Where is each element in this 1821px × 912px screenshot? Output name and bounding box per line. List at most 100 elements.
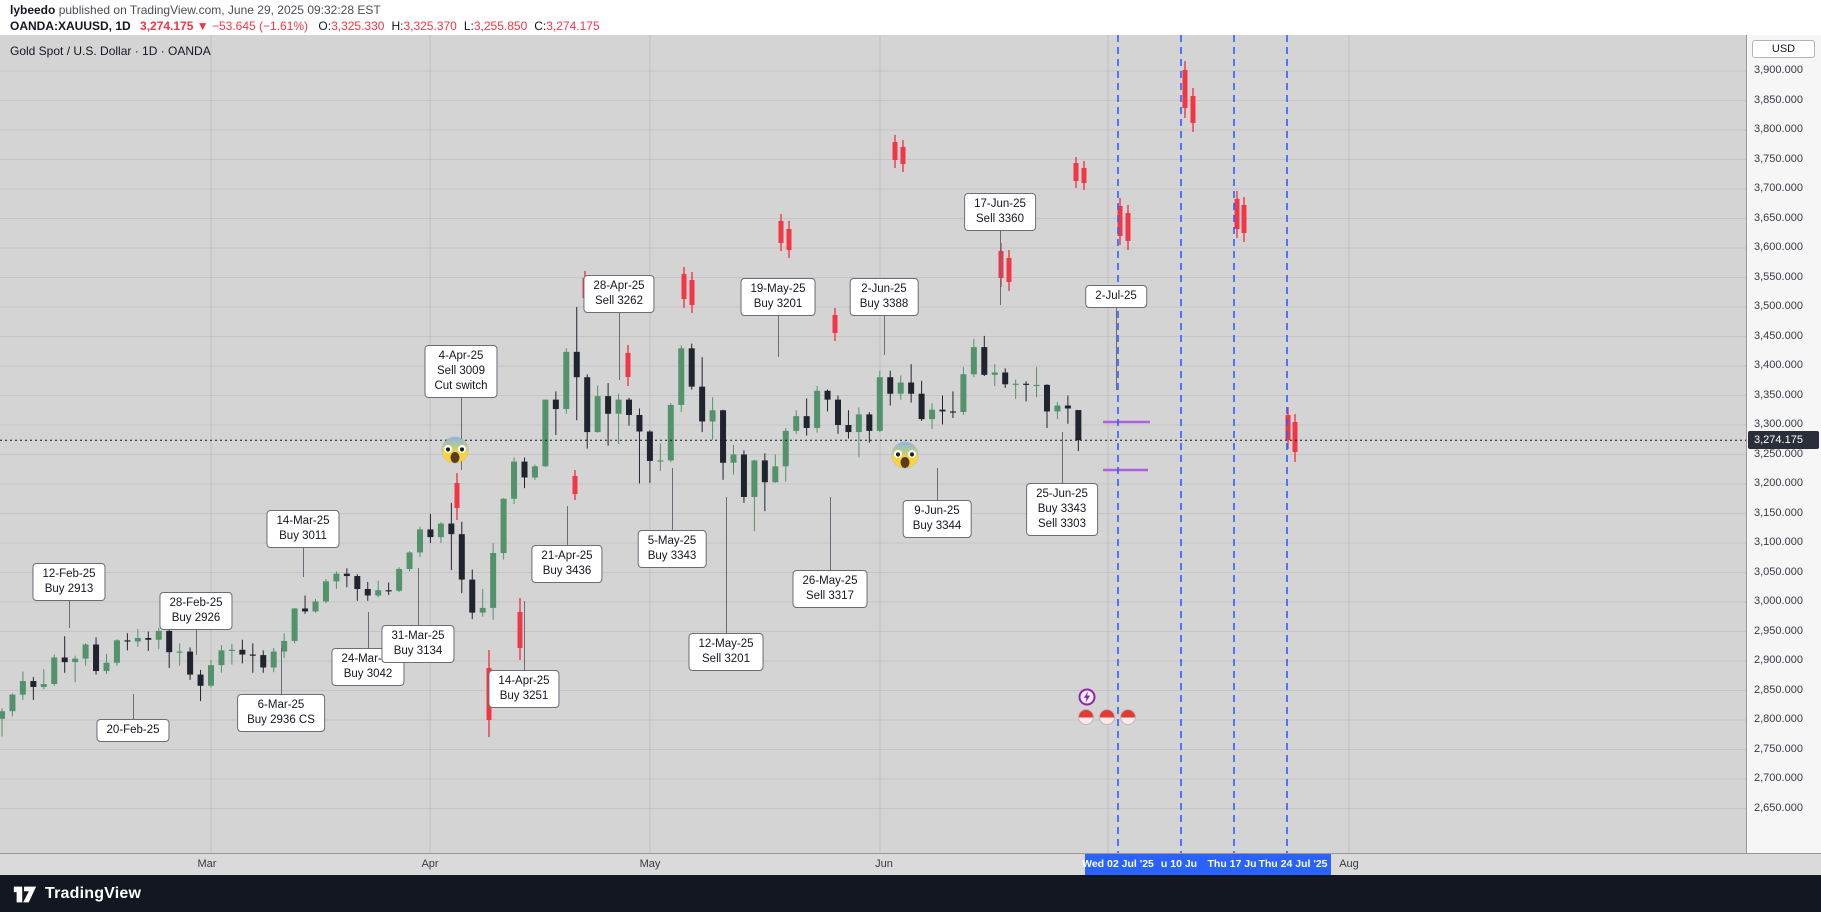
candle-body <box>458 534 465 580</box>
candle-body <box>803 416 810 428</box>
annotation-connector <box>937 468 938 500</box>
trade-annotation-text: Buy 2926 <box>171 612 221 624</box>
trade-annotation[interactable]: 4-Apr-25 Sell 3009 Cut switch <box>424 345 498 398</box>
candle-body <box>187 651 194 675</box>
trade-annotation-text: 9-Jun-25 <box>914 505 960 517</box>
trade-annotation[interactable]: 21-Apr-25 Buy 3436 <box>531 545 603 583</box>
event-marker-icon[interactable] <box>1078 709 1094 725</box>
trade-annotation[interactable]: 19-May-25 Buy 3201 <box>740 278 816 316</box>
candle-body <box>740 454 747 497</box>
price-axis-label: 3,300.000 <box>1754 418 1803 430</box>
tradingview-brand-text[interactable]: TradingView <box>45 884 142 902</box>
candle-body <box>479 607 486 613</box>
ohlc-value: 3,255.850 <box>473 19 528 33</box>
candle-body <box>552 399 559 410</box>
scream-emoji-sticker[interactable] <box>892 442 918 468</box>
projected-candle-body <box>1292 422 1298 452</box>
time-axis-month-label: Apr <box>421 858 439 870</box>
trade-annotation-text: 12-Feb-25 <box>42 568 96 580</box>
candle-body <box>876 377 883 431</box>
trade-annotation-text: Buy 3388 <box>859 298 909 310</box>
annotation-connector <box>567 506 568 545</box>
annotation-connector <box>69 601 70 628</box>
trade-annotation[interactable]: 5-May-25 Buy 3343 <box>637 530 707 568</box>
event-marker-icon[interactable] <box>1099 709 1115 725</box>
trade-annotation[interactable]: 14-Mar-25 Buy 3011 <box>266 510 340 548</box>
trade-annotation[interactable]: 28-Apr-25 Sell 3262 <box>583 275 655 313</box>
candle-body <box>511 461 518 499</box>
candle-body <box>312 601 319 612</box>
candle-body <box>30 681 37 687</box>
trade-annotation[interactable]: 12-May-25 Sell 3201 <box>688 633 764 671</box>
candle-body <box>51 657 58 685</box>
ohlc-value: 3,274.175 <box>546 19 600 33</box>
projected-candle-body <box>689 280 695 305</box>
candle-body <box>761 460 768 483</box>
time-axis-month-label: Jun <box>875 858 893 870</box>
tradingview-logo-icon[interactable] <box>12 883 38 905</box>
candle-body <box>134 637 141 642</box>
projected-candle-body <box>517 612 523 648</box>
candle-body <box>385 590 392 592</box>
price-axis[interactable]: USD 3,274.175 3,900.000 3,850.000 3,800.00… <box>1746 35 1821 853</box>
economic-event-lightning-icon[interactable] <box>1078 688 1096 706</box>
ohlc-values: O:3,325.330 H:3,325.370 L:3,255.850 C:3,274… <box>311 19 599 33</box>
trade-annotation[interactable]: 12-Feb-25 Buy 2913 <box>32 563 106 601</box>
trade-annotation[interactable]: 14-Apr-25 Buy 3251 <box>488 670 560 708</box>
price-axis-label: 3,500.000 <box>1754 300 1803 312</box>
publish-info: lybeedo published on TradingView.com, Ju… <box>10 3 381 17</box>
scream-emoji-sticker[interactable] <box>442 437 468 463</box>
price-axis-label: 2,950.000 <box>1754 624 1803 637</box>
price-axis-label: 3,100.000 <box>1754 536 1803 548</box>
ohlc-value: 3,325.370 <box>403 19 457 33</box>
time-axis[interactable]: Wed 02 Jul '25 u 10 Ju Thu 17 Ju Thu 24 Jul… <box>0 853 1821 875</box>
trade-annotation-text: 14-Apr-25 <box>498 675 550 687</box>
candle-body <box>197 674 204 686</box>
author-name: lybeedo <box>10 3 56 17</box>
trade-annotation[interactable]: 20-Feb-25 <box>96 719 170 742</box>
trade-annotation-text: 31-Mar-25 <box>391 630 445 642</box>
price-change: ▼ −53.645 (−1.61%) <box>196 19 309 33</box>
trade-annotation[interactable]: 9-Jun-25 Buy 3344 <box>902 500 972 538</box>
projected-candle-body <box>1081 168 1087 183</box>
trade-annotation[interactable]: 2-Jun-25 Buy 3388 <box>849 278 919 316</box>
candle-body <box>594 396 601 433</box>
price-axis-label: 3,850.000 <box>1754 93 1803 106</box>
candle-body <box>333 573 340 582</box>
trade-annotation[interactable]: 6-Mar-25 Buy 2936 CS <box>237 694 325 732</box>
trade-annotation[interactable]: 28-Feb-25 Buy 2926 <box>159 592 233 630</box>
trade-annotation-text: 25-Jun-25 <box>1036 488 1088 500</box>
price-axis-label: 3,900.000 <box>1754 64 1803 76</box>
projected-candle-body <box>778 221 784 243</box>
time-axis-month-label: May <box>639 858 661 870</box>
candle-body <box>354 576 361 590</box>
highlighted-date-range: Wed 02 Jul '25 u 10 Ju Thu 17 Ju Thu 24 Jul… <box>1082 854 1331 875</box>
candle-body <box>970 347 977 375</box>
candle-body <box>542 399 549 467</box>
candle-body <box>1054 405 1061 412</box>
projected-candle-body <box>786 229 792 250</box>
candle-body <box>793 416 800 431</box>
candle-body <box>93 644 100 672</box>
candle-body <box>835 399 841 425</box>
event-marker-icon[interactable] <box>1120 709 1136 725</box>
price-axis-label: 3,400.000 <box>1754 359 1803 371</box>
trade-annotation-text: Buy 3251 <box>499 690 549 702</box>
candle-body <box>991 372 998 375</box>
projected-candle-body <box>1241 205 1247 233</box>
time-axis-month-label: Mar <box>197 858 217 870</box>
candlestick-plot[interactable] <box>0 35 1746 853</box>
trade-annotation[interactable]: 2-Jul-25 <box>1085 285 1147 308</box>
projected-candle-body <box>998 251 1004 278</box>
candle-body <box>364 589 371 596</box>
trade-annotation[interactable]: 31-Mar-25 Buy 3134 <box>381 625 455 663</box>
candle-body <box>751 460 758 497</box>
trade-annotation-text: Sell 3009 <box>437 365 485 377</box>
trade-annotation[interactable]: 26-May-25 Sell 3317 <box>792 570 868 608</box>
trade-annotation-text: Cut switch <box>434 380 488 392</box>
candle-body <box>688 348 695 387</box>
trade-annotation[interactable]: 25-Jun-25 Buy 3343 Sell 3303 <box>1026 483 1098 536</box>
published-chart-header: lybeedo published on TradingView.com, Ju… <box>0 0 1821 35</box>
trade-annotation[interactable]: 17-Jun-25 Sell 3360 <box>964 193 1036 231</box>
time-axis-month-label: Aug <box>1339 858 1359 870</box>
